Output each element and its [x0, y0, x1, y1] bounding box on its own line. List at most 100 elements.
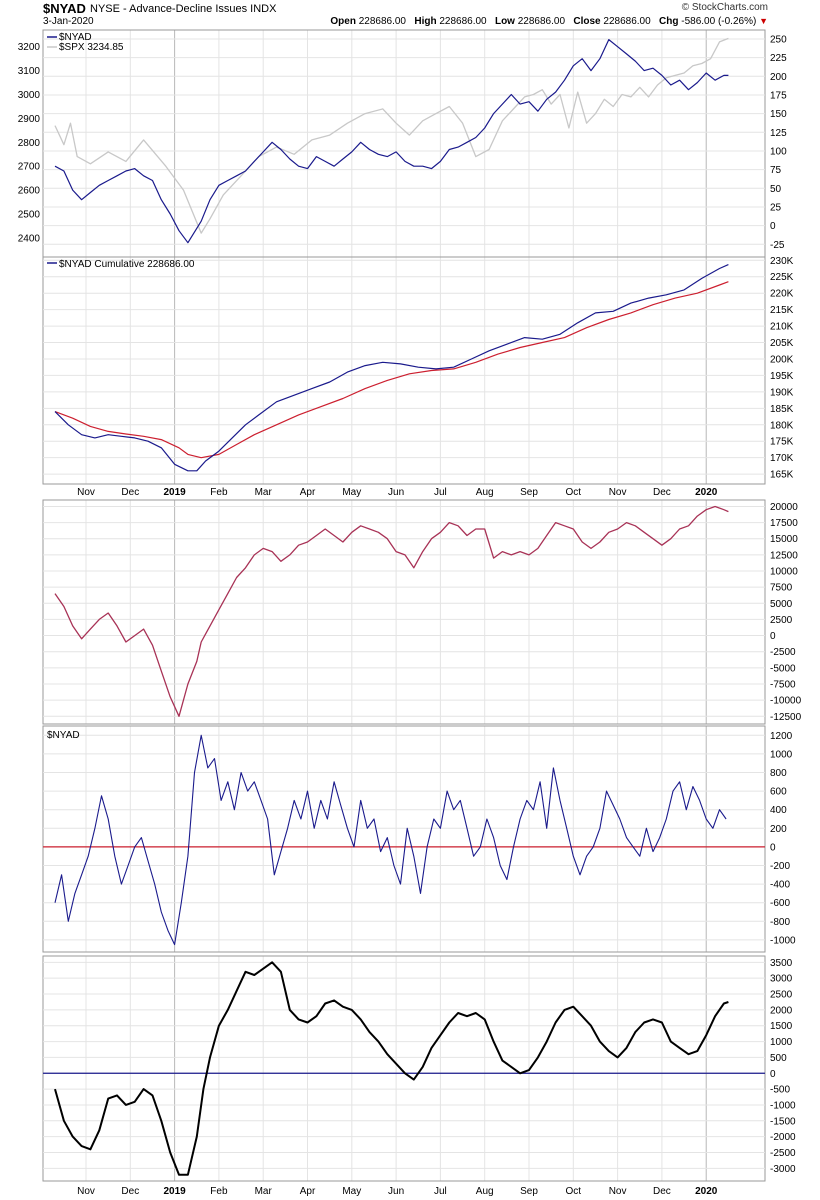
- x-axis-month-label: Feb: [210, 1186, 228, 1197]
- right-axis-tick-label: 225K: [770, 272, 794, 283]
- right-axis-tick-label: 210K: [770, 322, 794, 333]
- x-axis-month-label: May: [342, 1186, 361, 1197]
- left-axis-tick-label: 2400: [18, 233, 41, 244]
- right-axis-tick-label: 12500: [770, 550, 798, 561]
- left-axis-tick-label: 2900: [18, 114, 41, 125]
- right-axis-tick-label: 200: [770, 72, 787, 83]
- right-axis-tick-label: 100: [770, 146, 787, 157]
- x-axis-month-label: Apr: [300, 1186, 316, 1197]
- right-axis-tick-label: 0: [770, 842, 776, 853]
- right-axis-tick-label: 400: [770, 805, 787, 816]
- right-axis-tick-label: 165K: [770, 470, 794, 481]
- legend-label: $SPX 3234.85: [59, 42, 124, 53]
- x-axis-month-label: Oct: [566, 487, 582, 498]
- right-axis-tick-label: -200: [770, 861, 790, 872]
- right-axis-tick-label: 125: [770, 128, 787, 139]
- left-axis-tick-label: 2600: [18, 186, 41, 197]
- right-axis-tick-label: -2500: [770, 647, 796, 658]
- x-axis-month-label: Aug: [476, 487, 494, 498]
- x-axis-month-label: Feb: [210, 487, 228, 498]
- panel-frame: [42, 499, 766, 725]
- right-axis-tick-label: 250: [770, 34, 787, 45]
- right-axis-tick-label: 50: [770, 184, 782, 195]
- close-label: Close: [573, 16, 601, 27]
- x-axis-month-label: 2020: [695, 487, 718, 498]
- x-axis-month-label: 2019: [163, 1186, 186, 1197]
- x-axis-month-label: Sep: [520, 1186, 538, 1197]
- down-arrow-icon: ▼: [759, 16, 768, 26]
- right-axis-tick-label: 3500: [770, 958, 793, 969]
- right-axis-tick-label: -800: [770, 917, 790, 928]
- right-axis-tick-label: -7500: [770, 679, 796, 690]
- x-axis-month-label: Dec: [653, 487, 671, 498]
- panel-frame: [42, 955, 766, 1182]
- right-axis-tick-label: 195K: [770, 371, 794, 382]
- right-axis-tick-label: 175K: [770, 437, 794, 448]
- x-axis-month-label: Mar: [255, 1186, 273, 1197]
- right-axis-tick-label: -12500: [770, 712, 802, 723]
- right-axis-tick-label: -2500: [770, 1148, 796, 1159]
- right-axis-tick-label: 600: [770, 787, 787, 798]
- right-axis-tick-label: 75: [770, 165, 782, 176]
- x-axis-month-label: Dec: [653, 1186, 671, 1197]
- right-axis-tick-label: 5000: [770, 599, 793, 610]
- right-axis-tick-label: 0: [770, 1069, 776, 1080]
- right-axis-tick-label: 3000: [770, 974, 793, 985]
- x-axis-month-label: Jul: [434, 487, 447, 498]
- right-axis-tick-label: 15000: [770, 534, 798, 545]
- x-axis-month-label: Aug: [476, 1186, 494, 1197]
- right-axis-tick-label: -10000: [770, 696, 802, 707]
- panel-frame: [42, 725, 766, 953]
- right-axis-tick-label: 1500: [770, 1021, 793, 1032]
- series-line: [54, 281, 729, 459]
- series-line: [54, 734, 727, 946]
- open-label: Open: [330, 16, 356, 27]
- symbol-title: $NYAD: [43, 1, 86, 16]
- right-axis-tick-label: 170K: [770, 453, 794, 464]
- right-axis-tick-label: 2000: [770, 1005, 793, 1016]
- right-axis-tick-label: 175: [770, 90, 787, 101]
- high-value: 228686.00: [439, 16, 487, 27]
- right-axis-tick-label: 2500: [770, 615, 793, 626]
- chart-date: 3-Jan-2020: [43, 16, 94, 27]
- x-axis-month-label: Apr: [300, 487, 316, 498]
- x-axis-month-label: Jul: [434, 1186, 447, 1197]
- x-axis-month-label: 2019: [163, 487, 186, 498]
- left-axis-tick-label: 3100: [18, 66, 41, 77]
- right-axis-tick-label: 150: [770, 109, 787, 120]
- x-axis-month-label: Mar: [255, 487, 273, 498]
- legend-label: $NYAD: [47, 730, 80, 741]
- high-label: High: [414, 16, 437, 27]
- right-axis-tick-label: 185K: [770, 404, 794, 415]
- right-axis-tick-label: -400: [770, 880, 790, 891]
- right-axis-tick-label: 1000: [770, 1037, 793, 1048]
- right-axis-tick-label: 1200: [770, 731, 793, 742]
- right-axis-tick-label: -3000: [770, 1164, 796, 1175]
- right-axis-tick-label: 800: [770, 768, 787, 779]
- x-axis-month-label: Dec: [121, 1186, 139, 1197]
- brand-logo: © StockCharts.com: [681, 2, 768, 13]
- chg-value: -586.00 (-0.26%): [681, 16, 757, 27]
- right-axis-tick-label: -1500: [770, 1116, 796, 1127]
- x-axis-month-label: Nov: [609, 1186, 627, 1197]
- chart-header: $NYAD NYSE - Advance-Decline Issues INDX…: [0, 0, 820, 30]
- left-axis-tick-label: 2800: [18, 138, 41, 149]
- right-axis-tick-label: -500: [770, 1085, 790, 1096]
- symbol-description: NYSE - Advance-Decline Issues INDX: [90, 3, 277, 15]
- left-axis-tick-label: 2700: [18, 162, 41, 173]
- left-axis-tick-label: 3000: [18, 90, 41, 101]
- low-value: 228686.00: [517, 16, 566, 27]
- right-axis-tick-label: -1000: [770, 935, 796, 946]
- x-axis-month-label: Jun: [388, 1186, 404, 1197]
- right-axis-tick-label: -600: [770, 898, 790, 909]
- panel-frame: [42, 256, 766, 485]
- right-axis-tick-label: 220K: [770, 289, 794, 300]
- right-axis-tick-label: 0: [770, 631, 776, 642]
- x-axis-month-label: Nov: [77, 1186, 95, 1197]
- right-axis-tick-label: 190K: [770, 387, 794, 398]
- right-axis-tick-label: 180K: [770, 420, 794, 431]
- right-axis-tick-label: 230K: [770, 256, 794, 267]
- x-axis-month-label: Nov: [77, 487, 95, 498]
- low-label: Low: [494, 16, 515, 27]
